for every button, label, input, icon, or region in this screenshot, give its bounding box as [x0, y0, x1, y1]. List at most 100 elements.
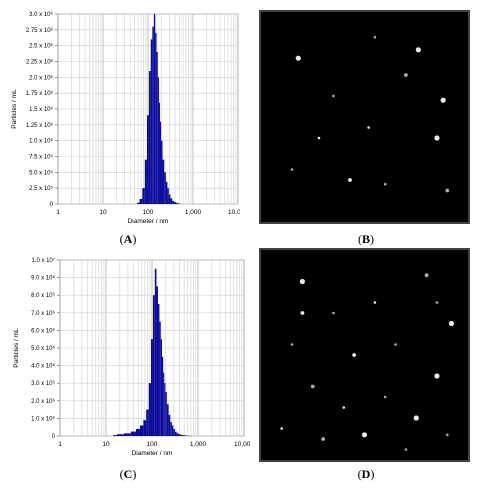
histogram-bar	[161, 356, 164, 436]
particle-spot	[383, 182, 387, 186]
x-tick-label: 1,000	[185, 209, 202, 216]
y-tick-label: 1.5 x 10⁶	[29, 106, 53, 113]
histogram-bar	[139, 425, 144, 436]
particle-spot	[300, 311, 305, 315]
histogram-bar	[163, 372, 165, 436]
particle-spot	[435, 301, 439, 304]
histogram-bar	[143, 420, 147, 436]
histogram-bar	[160, 339, 162, 436]
particle-spot	[394, 343, 397, 346]
histogram-bar	[148, 383, 151, 436]
particle-spot	[404, 448, 408, 451]
y-tick-label: 1.75 x 10⁶	[26, 90, 54, 97]
histogram-bar	[166, 404, 169, 436]
y-tick-label: 5.0 x 10⁵	[29, 169, 53, 176]
y-tick-label: 8.0 x 10⁶	[31, 292, 55, 299]
histogram-bar	[157, 77, 159, 204]
histogram-bar	[180, 434, 184, 436]
histogram-bar	[160, 121, 162, 204]
y-tick-label: 9.0 x 10⁶	[31, 275, 55, 282]
caption-c: (C)	[119, 467, 137, 481]
particle-spot	[290, 168, 294, 171]
histogram-bar	[144, 159, 147, 204]
x-axis-label: Diameter / nm	[128, 218, 169, 225]
histogram-bar	[168, 194, 171, 204]
y-tick-label: 1.0 x 10⁶	[31, 415, 55, 422]
image-d	[259, 248, 470, 462]
particle-spot	[310, 384, 315, 389]
particle-spot	[415, 47, 421, 53]
histogram-bar	[164, 172, 166, 204]
histogram-bar	[176, 203, 179, 204]
particle-spot	[290, 343, 294, 346]
y-tick-label: 5.0 x 10⁶	[31, 345, 55, 352]
particle-spot	[321, 437, 325, 441]
particle-spot	[434, 135, 440, 141]
x-tick-label: 10,000	[228, 209, 240, 216]
particle-spot	[361, 432, 368, 438]
histogram-bar	[165, 181, 168, 204]
histogram-bar	[137, 202, 140, 204]
particle-spot	[440, 97, 446, 103]
histogram-bar	[150, 39, 153, 205]
histogram-bar	[146, 115, 149, 204]
particle-spot	[317, 136, 321, 140]
histogram-bar	[176, 433, 179, 436]
particle-spot	[448, 320, 455, 327]
x-tick-label: 1	[56, 209, 60, 216]
histogram-bar	[172, 200, 175, 204]
histogram-bar	[167, 188, 169, 204]
histogram-bar	[157, 304, 160, 436]
histogram-bar	[171, 425, 174, 436]
y-tick-label: 0	[52, 434, 56, 440]
histogram-bar	[162, 159, 165, 204]
y-tick-label: 2.0 x 10⁶	[31, 398, 55, 405]
particle-spot	[367, 126, 370, 129]
histogram-bar	[165, 392, 167, 436]
histogram-bar	[130, 431, 136, 436]
histogram-bar	[173, 428, 175, 436]
x-tick-label: 1	[58, 441, 62, 448]
histogram-bar	[168, 414, 171, 436]
histogram-bar	[174, 431, 177, 436]
particle-spot	[373, 301, 377, 304]
x-tick-label: 10	[102, 441, 110, 448]
x-tick-label: 10,000	[234, 441, 250, 448]
histogram-bar	[161, 140, 163, 204]
histogram-bar	[183, 435, 186, 436]
y-tick-label: 3.0 x 10⁶	[31, 380, 55, 387]
particle-spot	[445, 188, 450, 193]
x-axis-label: Diameter / nm	[132, 450, 173, 457]
y-tick-label: 2.5 x 10⁶	[29, 43, 53, 50]
y-tick-label: 2.75 x 10⁶	[26, 27, 54, 34]
chart-c: 0 1.0 x 10⁶ 2.0 x 10⁶ 3.0 x 10⁶ 4.0 x 10⁶ 5.0…	[4, 252, 254, 464]
histogram-bar	[152, 26, 154, 204]
y-axis-label: Particles / mL	[11, 89, 18, 129]
particle-spot	[413, 415, 419, 421]
particle-spot	[352, 353, 357, 357]
chart-a: 0 2.5 x 10⁵ 5.0 x 10⁵ 7.5 x 10⁵ 1.0 x 10⁶ 1.2…	[4, 6, 248, 226]
histogram-bar	[170, 421, 172, 436]
caption-a: (A)	[119, 232, 137, 246]
histogram-bar	[174, 202, 177, 204]
histogram-bar	[148, 71, 151, 204]
y-axis-label: Particles / mL	[13, 328, 20, 368]
histogram-bar	[170, 198, 173, 204]
particle-spot	[373, 35, 377, 39]
y-tick-label: 1.25 x 10⁶	[26, 122, 54, 129]
chart-a-svg: 0 2.5 x 10⁵ 5.0 x 10⁵ 7.5 x 10⁵ 1.0 x 10⁶ 1.2…	[11, 11, 248, 225]
y-tick-label: 7.0 x 10⁶	[31, 310, 55, 317]
y-tick-label: 7.5 x 10⁵	[29, 154, 53, 161]
histogram-bar	[155, 33, 157, 204]
y-tick-label: 2.5 x 10⁵	[29, 185, 53, 192]
y-tick-label: 1.0 x 10⁶	[29, 138, 53, 145]
chart-c-svg: 0 1.0 x 10⁶ 2.0 x 10⁶ 3.0 x 10⁶ 4.0 x 10⁶ 5.0…	[13, 257, 254, 457]
image-b	[259, 10, 470, 224]
x-tick-label: 100	[143, 209, 154, 216]
histogram-bar	[146, 409, 149, 436]
histogram-bar	[142, 188, 145, 204]
histogram-bar	[156, 52, 158, 204]
histogram-bar	[139, 198, 143, 204]
histogram-bar	[159, 321, 161, 436]
particle-spot	[280, 427, 283, 430]
